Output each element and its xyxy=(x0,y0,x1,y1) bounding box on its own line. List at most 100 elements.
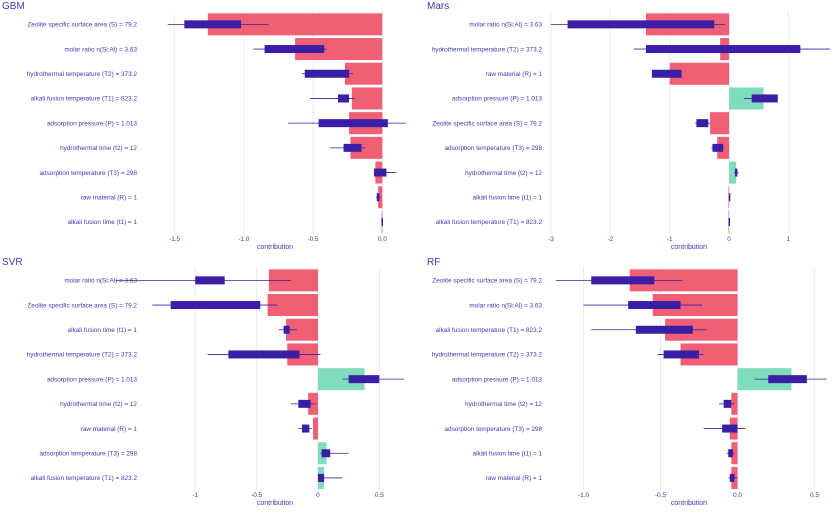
contribution-row: raw material (R) = 1 xyxy=(81,186,383,209)
shap-box xyxy=(751,94,778,103)
variable-label: hydrothermal temperature (T2) = 373.2 xyxy=(27,71,138,78)
contribution-row: Zeolite specific surface area (S) = 79.2 xyxy=(27,13,383,36)
variable-label: hydrothermal temperature (T2) = 373.2 xyxy=(432,46,543,53)
shap-box xyxy=(645,45,801,54)
contribution-row: raw material (R) = 1 xyxy=(486,466,738,489)
negative-contribution-bar xyxy=(344,62,383,85)
x-tick-label: -1.5 xyxy=(169,236,180,243)
x-axis-title: contribution xyxy=(257,244,293,251)
x-tick-label: -3 xyxy=(548,236,554,243)
contribution-row: Zeolite specific surface area (S) = 79.2 xyxy=(432,112,730,135)
x-tick-label: 0.5 xyxy=(810,492,819,499)
variable-label: adsorption pressure (P) = 1.013 xyxy=(47,120,137,127)
contribution-row: hydrothermal time (t2) = 12 xyxy=(60,136,383,159)
negative-contribution-bar xyxy=(351,87,383,110)
negative-contribution-bar xyxy=(680,343,738,366)
panel-title: GBM xyxy=(2,1,25,12)
contribution-row: molar ratio n(Si:Al) = 3.63 xyxy=(64,269,318,292)
contribution-row: molar ratio n(Si:Al) = 3.63 xyxy=(469,294,738,317)
x-tick-label: -1.0 xyxy=(238,236,249,243)
positive-contribution-bar xyxy=(729,161,737,184)
negative-contribution-bar xyxy=(295,38,383,61)
negative-contribution-bar xyxy=(350,136,383,159)
shap-box xyxy=(348,375,380,384)
variable-label: adsorption temperature (T3) = 298 xyxy=(39,170,137,177)
contribution-row: molar ratio n(Si:Al) = 3.63 xyxy=(64,38,383,61)
contribution-row: adsorption temperature (T3) = 298 xyxy=(444,136,730,159)
shap-box xyxy=(376,193,380,202)
negative-contribution-bar xyxy=(286,318,318,341)
x-tick-label: 1 xyxy=(787,236,791,243)
variable-label: raw material (R) = 1 xyxy=(486,475,543,482)
variable-label: Zeolite specific surface area (S) = 79.2 xyxy=(27,302,137,309)
variable-label: adsorption temperature (T3) = 298 xyxy=(39,450,137,457)
variable-label: alkali fusion time (t1) = 1 xyxy=(68,219,138,226)
variable-label: adsorption pressure (P) = 1.013 xyxy=(47,376,137,383)
shap-box xyxy=(651,69,682,78)
panel-title: Mars xyxy=(427,1,449,12)
contribution-row: alkali fusion temperature (T1) = 823.2 xyxy=(31,466,343,489)
contribution-row: hydrothermal temperature (T2) = 373.2 xyxy=(432,38,831,61)
variable-label: adsorption temperature (T3) = 298 xyxy=(444,426,542,433)
negative-contribution-bar xyxy=(313,417,318,440)
x-tick-label: -1.0 xyxy=(578,492,589,499)
contribution-row: Zeolite specific surface area (S) = 79.2 xyxy=(27,294,318,317)
contribution-row: alkali fusion time (t1) = 1 xyxy=(473,186,731,209)
panel-rf: RF -1.0 -0.5 0.0 0.5 contribution Zeolite spec… xyxy=(427,257,827,507)
shap-box xyxy=(195,276,225,285)
variable-label: alkali fusion time (t1) = 1 xyxy=(68,327,138,334)
contribution-row: adsorption temperature (T3) = 298 xyxy=(39,442,349,465)
variable-label: hydrothermal time (t2) = 12 xyxy=(60,401,137,408)
variable-label: alkali fusion temperature (T1) = 823.2 xyxy=(31,475,138,482)
contribution-row: hydrothermal time (t2) = 12 xyxy=(465,161,739,184)
contribution-row: molar ratio n(Si:Al) = 3.63 xyxy=(469,13,730,36)
variable-label: adsorption pressure (P) = 1.013 xyxy=(452,376,542,383)
shap-box xyxy=(264,45,325,54)
shap-box xyxy=(317,473,325,482)
contribution-row: adsorption pressure (P) = 1.013 xyxy=(47,368,404,391)
panel-title: SVR xyxy=(2,257,23,268)
x-axis-title: contribution xyxy=(257,500,293,507)
variable-label: Zeolite specific surface area (S) = 79.2 xyxy=(27,22,137,29)
shap-box xyxy=(663,350,700,359)
shap-box xyxy=(722,424,738,433)
contribution-row: alkali fusion time (t1) = 1 xyxy=(473,442,738,465)
variable-label: alkali fusion time (t1) = 1 xyxy=(473,194,543,201)
shap-box xyxy=(374,168,387,177)
variable-label: alkali fusion temperature (T1) = 823.2 xyxy=(436,219,543,226)
shap-box xyxy=(283,325,290,334)
variable-label: Zeolite specific surface area (S) = 79.2 xyxy=(432,120,542,127)
shap-box xyxy=(343,143,362,152)
variable-label: alkali fusion time (t1) = 1 xyxy=(473,450,543,457)
variable-label: hydrothermal time (t2) = 12 xyxy=(60,145,137,152)
variable-label: molar ratio n(Si:Al) = 3.63 xyxy=(469,22,542,29)
variable-label: molar ratio n(Si:Al) = 3.63 xyxy=(64,278,137,285)
x-tick-label: 0.0 xyxy=(378,236,387,243)
negative-contribution-bar xyxy=(669,62,730,85)
variable-label: molar ratio n(Si:Al) = 3.63 xyxy=(469,302,542,309)
shap-box xyxy=(567,20,715,29)
contribution-row: adsorption pressure (P) = 1.013 xyxy=(452,368,827,391)
contribution-row: alkali fusion temperature (T1) = 823.2 xyxy=(436,210,730,233)
shap-box xyxy=(628,301,681,310)
x-tick-label: -0.5 xyxy=(655,492,666,499)
contribution-row: hydrothermal temperature (T2) = 373.2 xyxy=(27,62,383,85)
contribution-row: adsorption temperature (T3) = 298 xyxy=(39,161,397,184)
negative-contribution-bar xyxy=(207,13,383,36)
shap-box xyxy=(712,143,724,152)
x-tick-label: -1 xyxy=(667,236,673,243)
shap-box xyxy=(302,424,310,433)
x-tick-label: -0.5 xyxy=(251,492,262,499)
variable-label: molar ratio n(Si:Al) = 3.63 xyxy=(64,46,137,53)
variable-label: hydrothermal temperature (T2) = 373.2 xyxy=(27,352,138,359)
contribution-row: raw material (R) = 1 xyxy=(81,417,318,440)
contribution-row: hydrothermal time (t2) = 12 xyxy=(60,392,318,415)
negative-contribution-bar xyxy=(268,269,318,292)
panel-svr: SVR -1 -0.5 0 0.5 contribution molar ratio n(S… xyxy=(2,257,404,507)
shap-box xyxy=(735,168,738,177)
panel-title: RF xyxy=(427,257,440,268)
contribution-row: raw material (R) = 1 xyxy=(486,62,730,85)
variable-label: raw material (R) = 1 xyxy=(81,194,138,201)
contribution-row: alkali fusion temperature (T1) = 823.2 xyxy=(436,318,738,341)
variable-label: adsorption temperature (T3) = 298 xyxy=(444,145,542,152)
